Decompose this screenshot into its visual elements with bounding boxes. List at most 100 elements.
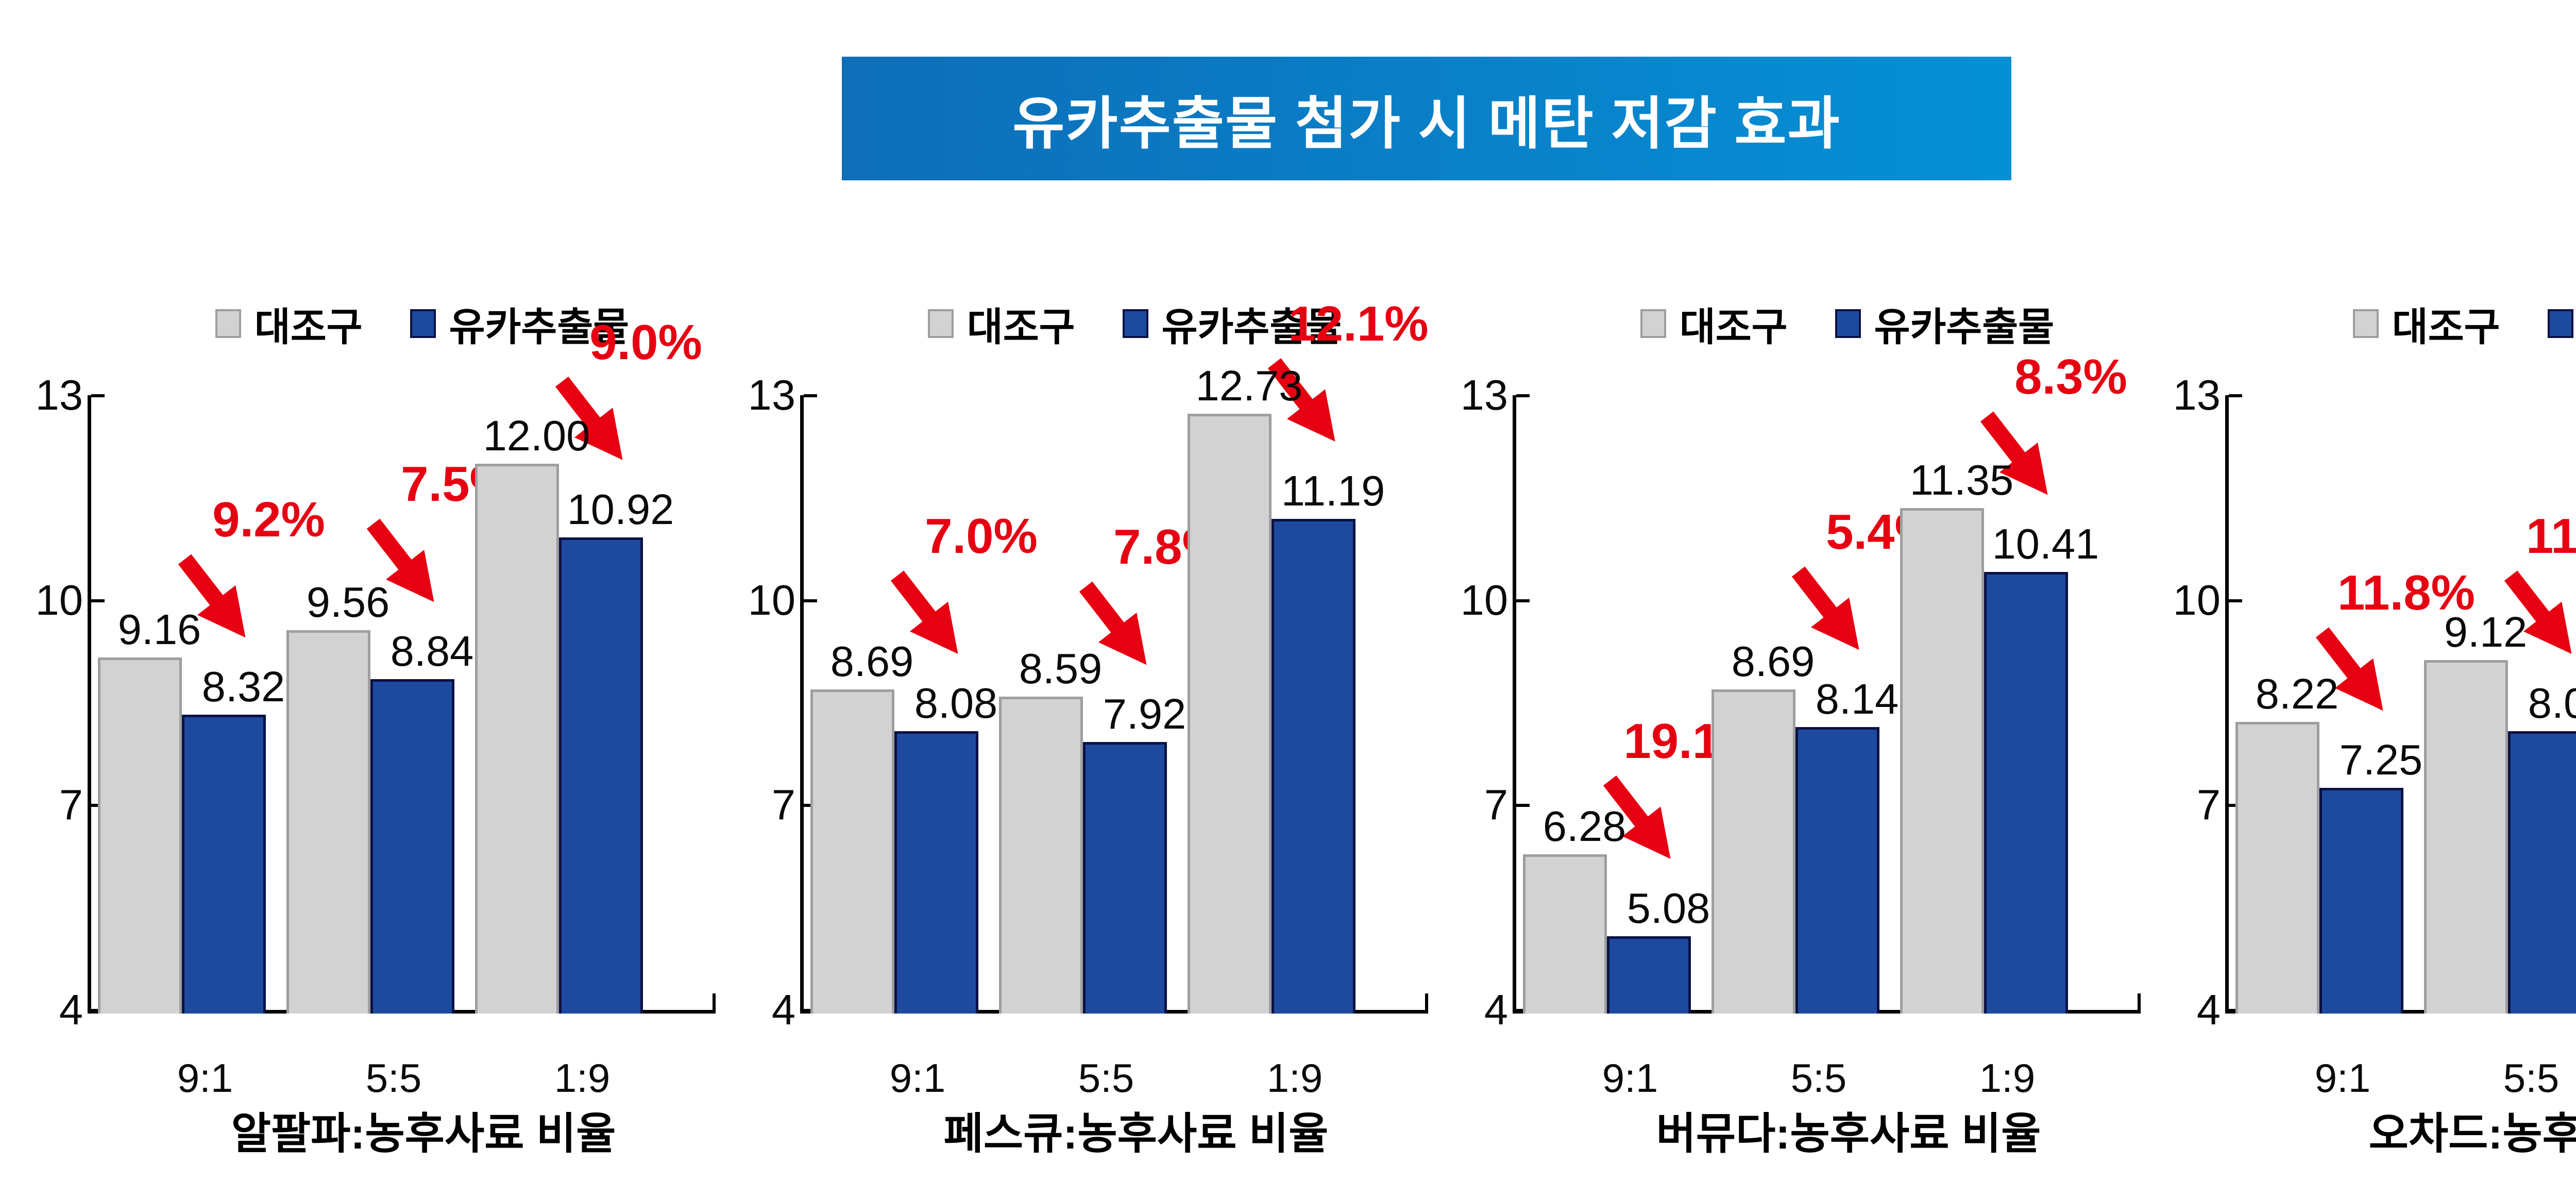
chart-panel-3: 대조구 유카추출물 13 10 7 4 6.28 5.08 19.1% 9:1 8.69 8.14 5.…	[1429, 0, 2142, 1181]
control-value-label: 8.59	[1019, 644, 1103, 693]
treatment-bar	[1795, 727, 1879, 1014]
control-value-label: 9.12	[2444, 608, 2528, 656]
control-bar	[2235, 721, 2319, 1014]
y-tick-mark	[2229, 599, 2242, 602]
y-tick-label: 7	[59, 781, 83, 829]
control-swatch-icon	[215, 309, 241, 338]
control-value-label: 8.69	[1731, 637, 1815, 686]
x-tick-label: 5:5	[365, 1055, 422, 1101]
legend-control-label: 대조구	[254, 306, 363, 349]
control-value-label: 12.73	[1195, 361, 1303, 410]
reduction-arrow-shaft	[1079, 581, 1127, 636]
reduction-percent-label: 11.4%	[2526, 509, 2576, 564]
x-tick-label: 9:1	[889, 1055, 946, 1101]
reduction-percent-label: 9.0%	[589, 314, 702, 370]
y-tick-label: 7	[771, 781, 795, 829]
reduction-percent-label: 12.1%	[1288, 296, 1429, 351]
x-axis-title: 페스큐:농후사료 비율	[943, 1109, 1329, 1158]
treatment-bar	[182, 715, 266, 1014]
reduction-arrow-shaft	[1980, 411, 2028, 466]
y-tick-label: 4	[59, 986, 83, 1034]
reduction-arrow-shaft	[890, 570, 938, 625]
x-tick-label: 1:9	[1979, 1055, 2036, 1101]
y-tick-label: 13	[2173, 371, 2221, 419]
y-tick-label: 10	[2173, 576, 2221, 624]
y-tick-label: 7	[2196, 781, 2221, 829]
y-tick-mark	[1516, 804, 1530, 807]
control-value-label: 8.69	[830, 637, 914, 686]
y-tick-label: 13	[748, 371, 795, 419]
y-axis-line	[2225, 395, 2229, 1014]
control-value-label: 11.64	[2571, 436, 2576, 484]
treatment-value-label: 11.19	[1281, 466, 1385, 515]
treatment-swatch-icon	[1122, 309, 1148, 338]
treatment-value-label: 8.32	[201, 663, 285, 711]
treatment-bar	[894, 731, 978, 1014]
x-tick-label: 9:1	[2314, 1055, 2371, 1101]
x-tick-label: 5:5	[1078, 1055, 1134, 1101]
x-axis-title: 오차드:농후사료 비율	[2368, 1109, 2576, 1158]
treatment-bar	[559, 537, 643, 1014]
y-tick-mark	[1516, 394, 1530, 397]
treatment-value-label: 10.92	[567, 485, 674, 533]
chart-legend: 대조구 유카추출물	[4, 298, 717, 349]
reduction-percent-label: 9.2%	[212, 492, 325, 548]
legend-control-label: 대조구	[1679, 306, 1788, 349]
x-tick-label: 1:9	[1266, 1055, 1323, 1101]
treatment-bar	[2319, 788, 2403, 1014]
x-axis-title: 알팔파:농후사료 비율	[231, 1109, 616, 1158]
treatment-value-label: 7.92	[1103, 690, 1187, 738]
y-tick-label: 4	[1484, 986, 1508, 1034]
y-axis-line	[800, 395, 804, 1014]
control-swatch-icon	[1640, 309, 1666, 338]
control-bar	[286, 630, 370, 1014]
control-bar	[810, 689, 894, 1014]
reduction-percent-label: 8.3%	[2014, 349, 2127, 405]
treatment-value-label: 7.25	[2339, 736, 2423, 784]
treatment-value-label: 8.84	[390, 627, 474, 676]
legend-treatment-label: 유카추출물	[449, 306, 630, 349]
treatment-bar	[1272, 518, 1355, 1014]
legend-control-label: 대조구	[2392, 306, 2500, 349]
control-bar	[1711, 689, 1795, 1014]
x-tick-label: 9:1	[177, 1055, 233, 1101]
treatment-bar	[1984, 572, 2068, 1014]
control-bar	[2424, 660, 2508, 1014]
y-tick-label: 13	[1460, 371, 1508, 419]
page-title: 유카추출물 첨가 시 메탄 저감 효과	[1012, 92, 1841, 156]
treatment-value-label: 10.41	[1992, 520, 2099, 568]
control-value-label: 12.00	[483, 411, 590, 460]
y-axis-line	[1513, 395, 1516, 1014]
treatment-bar	[370, 679, 454, 1014]
control-swatch-icon	[2352, 309, 2379, 338]
y-tick-label: 10	[1460, 576, 1508, 624]
x-axis-title: 버뮤다:농후사료 비율	[1656, 1109, 2041, 1158]
reduction-percent-label: 7.0%	[925, 509, 1038, 564]
control-value-label: 6.28	[1543, 802, 1626, 850]
y-axis-line	[88, 395, 91, 1014]
chart-panel-1: 대조구 유카추출물 13 10 7 4 9.16 8.32 9.2% 9:1 9.56 8.84 7.5…	[4, 0, 717, 1181]
y-tick-label: 7	[1484, 781, 1508, 829]
x-tick-label: 5:5	[2503, 1055, 2560, 1101]
chart-panel-2: 대조구 유카추출물 13 10 7 4 8.69 8.08 7.0% 9:1 8.59 7.92 7.8…	[717, 0, 1429, 1181]
y-tick-label: 10	[35, 576, 83, 624]
treatment-value-label: 8.08	[2528, 679, 2576, 728]
reduction-percent-label: 11.8%	[2337, 565, 2475, 621]
control-bar	[1523, 854, 1607, 1014]
y-tick-mark	[804, 599, 817, 602]
treatment-bar	[2508, 731, 2576, 1014]
x-tick-label: 5:5	[1790, 1055, 1847, 1101]
treatment-swatch-icon	[1835, 309, 1861, 338]
y-tick-mark	[2229, 394, 2242, 397]
control-value-label: 11.35	[1909, 455, 2014, 504]
treatment-value-label: 8.08	[914, 679, 998, 728]
legend-treatment-label: 유카추출물	[1161, 306, 1342, 349]
control-bar	[1188, 413, 1272, 1014]
x-tick-label: 9:1	[1602, 1055, 1658, 1101]
control-value-label: 8.22	[2255, 669, 2339, 718]
x-axis-minor-tick	[1425, 993, 1428, 1010]
